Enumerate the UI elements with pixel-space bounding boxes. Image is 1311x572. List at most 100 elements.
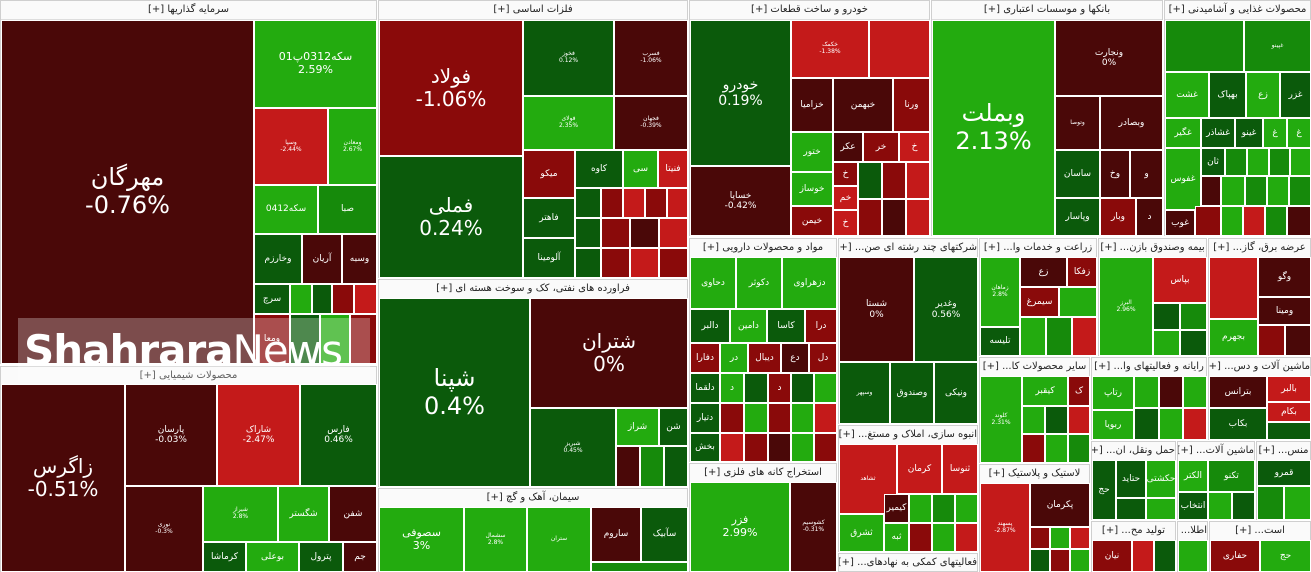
- stock-tile[interactable]: ونجارت 0%: [1055, 20, 1163, 96]
- stock-tile[interactable]: [1022, 406, 1045, 434]
- stock-tile[interactable]: [1116, 498, 1146, 520]
- stock-tile[interactable]: [909, 523, 932, 552]
- stock-tile[interactable]: [814, 433, 837, 462]
- stock-tile[interactable]: دل: [809, 343, 837, 373]
- stock-tile[interactable]: کرمان: [897, 444, 942, 494]
- stock-tile[interactable]: [1208, 492, 1232, 520]
- stock-tile[interactable]: البرز 2.96%: [1099, 257, 1153, 356]
- sector-header[interactable]: فراورده های نفتی، کک و سوخت هسته ای [+]: [379, 280, 687, 299]
- stock-tile[interactable]: غگیر: [1165, 118, 1201, 148]
- stock-tile[interactable]: [744, 433, 768, 462]
- sector-header[interactable]: سیمان، آهک و گچ [+]: [379, 489, 687, 508]
- sector-header[interactable]: اطلا... [+]: [1178, 522, 1207, 541]
- stock-tile[interactable]: [1020, 317, 1046, 356]
- sector-header[interactable]: سایر محصولات کا... [+]: [980, 358, 1089, 377]
- stock-tile[interactable]: [1070, 527, 1090, 549]
- stock-tile[interactable]: [623, 188, 645, 218]
- stock-tile[interactable]: ثشرق: [839, 514, 884, 552]
- sector-header[interactable]: است... [+]: [1210, 522, 1310, 541]
- stock-tile[interactable]: [1068, 406, 1090, 434]
- stock-tile[interactable]: [814, 403, 837, 433]
- stock-tile[interactable]: ک: [1068, 376, 1090, 406]
- stock-tile[interactable]: حتاید: [1116, 460, 1146, 498]
- stock-tile[interactable]: حج: [1092, 460, 1116, 520]
- stock-tile[interactable]: غینو: [1235, 118, 1263, 148]
- stock-tile[interactable]: بخش: [690, 433, 720, 462]
- stock-tile[interactable]: [906, 162, 930, 199]
- stock-tile[interactable]: [630, 218, 659, 248]
- stock-tile[interactable]: [744, 403, 768, 433]
- stock-tile[interactable]: [1285, 325, 1311, 356]
- stock-tile[interactable]: [955, 523, 978, 552]
- stock-tile[interactable]: [591, 562, 688, 572]
- stock-tile[interactable]: وپاسار: [1055, 198, 1100, 236]
- stock-tile[interactable]: سآبیک: [641, 507, 688, 562]
- stock-tile[interactable]: خم: [833, 186, 858, 210]
- stock-tile[interactable]: سکه0412: [254, 185, 318, 234]
- stock-tile[interactable]: دتیار: [690, 403, 720, 433]
- stock-tile[interactable]: بهپاک: [1209, 72, 1246, 118]
- stock-tile[interactable]: وگو: [1258, 257, 1311, 297]
- stock-tile[interactable]: [640, 446, 664, 487]
- stock-tile[interactable]: [1209, 257, 1258, 319]
- stock-tile[interactable]: فنیتا: [658, 150, 688, 188]
- stock-tile[interactable]: ومعادن 2.67%: [328, 108, 377, 185]
- stock-tile[interactable]: شیراز 2.8%: [203, 486, 278, 542]
- stock-tile[interactable]: [1267, 176, 1289, 206]
- stock-tile[interactable]: کرماشا: [203, 542, 246, 572]
- stock-tile[interactable]: [720, 403, 744, 433]
- stock-tile[interactable]: پکرمان: [1030, 483, 1090, 527]
- sector-header[interactable]: ماشین آلات... [+]: [1178, 442, 1254, 461]
- stock-tile[interactable]: [601, 188, 623, 218]
- stock-tile[interactable]: غپینو: [1244, 20, 1311, 72]
- stock-tile[interactable]: د: [1136, 198, 1163, 236]
- sector-header[interactable]: استخراج کانه های فلزی [+]: [690, 464, 836, 483]
- stock-tile[interactable]: [354, 284, 377, 314]
- stock-tile[interactable]: [1072, 317, 1097, 356]
- stock-tile[interactable]: [1030, 549, 1050, 572]
- stock-tile[interactable]: [932, 523, 955, 552]
- stock-tile[interactable]: [906, 199, 930, 236]
- stock-tile[interactable]: سیمرغ: [1020, 287, 1059, 317]
- stock-tile[interactable]: ثبه: [884, 523, 909, 552]
- stock-tile[interactable]: وبصادر: [1100, 96, 1163, 150]
- stock-tile[interactable]: [1257, 486, 1284, 520]
- stock-tile[interactable]: [1050, 527, 1070, 549]
- stock-tile[interactable]: [1159, 408, 1183, 440]
- stock-tile[interactable]: [814, 373, 837, 403]
- stock-tile[interactable]: صبا: [318, 185, 377, 234]
- stock-tile[interactable]: [630, 248, 659, 278]
- stock-tile[interactable]: [645, 188, 667, 218]
- stock-tile[interactable]: [1232, 492, 1255, 520]
- sector-header[interactable]: شرکتهای چند رشته ای صن... [+]: [839, 239, 977, 258]
- stock-tile[interactable]: [659, 218, 688, 248]
- stock-tile[interactable]: [1030, 527, 1050, 549]
- stock-tile[interactable]: آریان: [302, 234, 342, 284]
- stock-tile[interactable]: بترانس: [1209, 376, 1267, 408]
- stock-tile[interactable]: [932, 494, 955, 523]
- stock-tile[interactable]: [791, 373, 814, 403]
- stock-tile[interactable]: مهرگان -0.76%: [1, 20, 254, 364]
- stock-tile[interactable]: بکام: [1267, 402, 1311, 422]
- stock-tile[interactable]: [858, 162, 882, 199]
- stock-tile[interactable]: درا: [805, 309, 837, 343]
- stock-tile[interactable]: پارسان -0.03%: [125, 384, 217, 486]
- stock-tile[interactable]: [1289, 176, 1311, 206]
- stock-tile[interactable]: زاگرس -0.51%: [1, 384, 125, 572]
- stock-tile[interactable]: فسرب -1.06%: [614, 20, 688, 96]
- stock-tile[interactable]: قمرو: [1257, 460, 1311, 486]
- stock-tile[interactable]: فولای 2.35%: [523, 96, 614, 150]
- stock-tile[interactable]: نیان: [1092, 540, 1132, 572]
- stock-tile[interactable]: [312, 284, 332, 314]
- stock-tile[interactable]: پترول: [299, 542, 343, 572]
- stock-tile[interactable]: آلومینا: [523, 238, 575, 278]
- stock-tile[interactable]: [1247, 148, 1269, 176]
- stock-tile[interactable]: خر: [863, 132, 899, 162]
- stock-tile[interactable]: [1045, 434, 1068, 463]
- stock-tile[interactable]: غشت: [1165, 72, 1209, 118]
- stock-tile[interactable]: سصوفی 3%: [379, 507, 464, 572]
- stock-tile[interactable]: ورنا: [893, 78, 930, 132]
- stock-tile[interactable]: [575, 218, 601, 248]
- stock-tile[interactable]: خوساز: [791, 172, 833, 206]
- stock-tile[interactable]: عکر: [833, 132, 863, 162]
